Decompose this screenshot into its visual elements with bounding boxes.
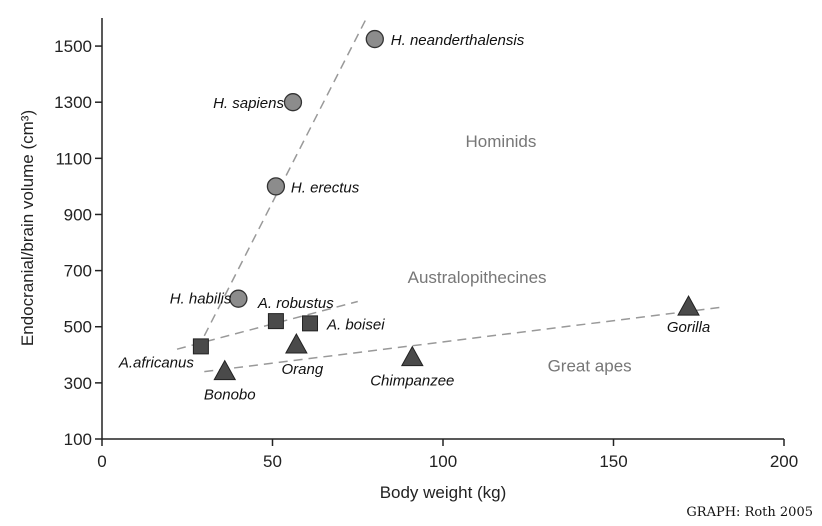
x-tick-label: 150 (599, 452, 627, 471)
marker-chimpanzee (400, 345, 424, 367)
label-orang: Orang (282, 361, 324, 378)
point-labels: H. neanderthalensis H. sapiens H. erectus H… (118, 32, 710, 404)
x-tick-label: 100 (429, 452, 457, 471)
marker-bonobo (213, 359, 237, 381)
label-a-robustus: A. robustus (257, 295, 334, 312)
graph-credit: GRAPH: Roth 2005 (686, 505, 813, 520)
marker-h-erectus (266, 177, 286, 196)
label-chimpanzee: Chimpanzee (370, 373, 454, 390)
y-tick-label: 300 (64, 374, 92, 393)
label-a-africanus: A.africanus (118, 354, 195, 371)
marker-h-habilis (229, 289, 248, 308)
y-ticks: 100 300 500 700 900 1100 1300 1500 (54, 37, 102, 449)
label-h-habilis: H. habilis (170, 291, 232, 308)
group-labels: Hominids Australopithecines Great apes (408, 132, 632, 376)
marker-a-africanus (192, 338, 209, 355)
trend-lines (176, 14, 723, 373)
y-tick-label: 900 (64, 205, 92, 224)
y-tick-label: 1300 (54, 93, 92, 112)
label-h-sapiens: H. sapiens (213, 95, 284, 112)
y-tick-label: 700 (64, 262, 92, 281)
x-ticks: 0 50 100 150 200 (97, 439, 798, 471)
group-label-hominids: Hominids (466, 132, 537, 151)
x-tick-label: 0 (97, 452, 106, 471)
data-markers (192, 29, 700, 381)
group-label-great-apes: Great apes (548, 357, 632, 376)
marker-a-robustus (267, 313, 284, 330)
group-label-australopithecines: Australopithecines (408, 268, 547, 287)
y-tick-label: 100 (64, 430, 92, 449)
marker-orang (285, 332, 308, 354)
x-tick-label: 200 (770, 452, 798, 471)
marker-h-neanderthalensis (365, 29, 384, 49)
x-tick-label: 50 (263, 452, 282, 471)
label-gorilla: Gorilla (667, 319, 710, 336)
label-h-neanderthalensis: H. neanderthalensis (391, 32, 525, 49)
label-bonobo: Bonobo (204, 387, 256, 404)
label-a-boisei: A. boisei (326, 316, 385, 333)
label-h-erectus: H. erectus (291, 179, 360, 196)
y-axis-title: Endocranial/brain volume (cm³) (18, 110, 37, 346)
y-tick-label: 1500 (54, 37, 92, 56)
trend-line-great-apes (204, 306, 723, 373)
x-axis-title: Body weight (kg) (380, 483, 507, 502)
marker-gorilla (677, 295, 700, 316)
marker-h-sapiens (283, 93, 303, 112)
y-tick-label: 1100 (55, 149, 92, 168)
marker-a-boisei (302, 315, 319, 332)
y-tick-label: 500 (64, 318, 92, 337)
